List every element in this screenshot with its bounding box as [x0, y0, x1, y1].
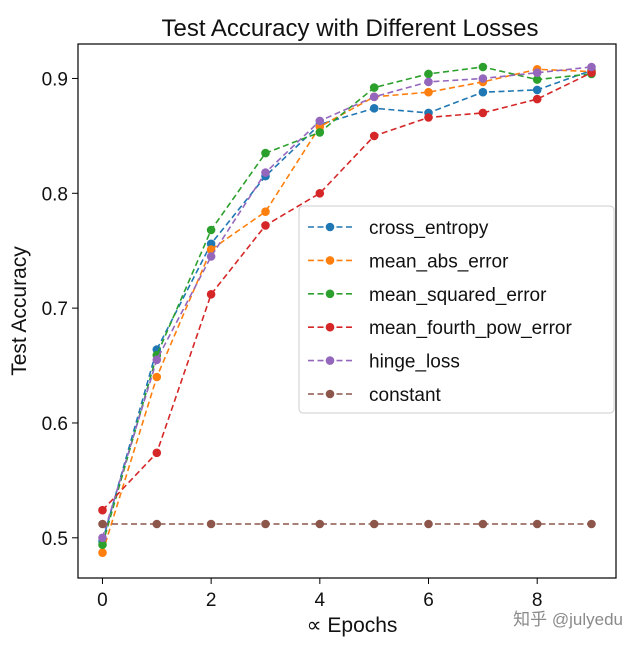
series-line-hinge_loss	[101, 66, 592, 539]
data-point-constant-2	[206, 519, 216, 529]
data-point-mean_fourth_pow_error-2	[206, 290, 216, 299]
data-point-mean_abs_error-6	[424, 87, 433, 97]
legend-label-mean_fourth_pow_error: mean_fourth_pow_error	[369, 318, 572, 339]
legend-label-constant: constant	[369, 385, 442, 406]
chart-title: Test Accuracy with Different Losses	[161, 15, 538, 42]
data-point-mean_abs_error-0	[98, 548, 107, 557]
legend: cross_entropy mean_abs_error mean_squared_…	[298, 205, 615, 414]
data-point-mean_squared_error-7	[478, 62, 488, 72]
data-point-mean_fourth_pow_error-8	[532, 94, 542, 104]
data-point-mean_fourth_pow_error-4	[315, 189, 325, 198]
data-point-mean_fourth_pow_error-1	[152, 448, 162, 458]
data-point-constant-0	[98, 519, 107, 529]
legend-label-cross_entropy: cross_entropy	[369, 218, 489, 239]
plot-frame	[77, 43, 617, 579]
x-tick-label: 0	[97, 590, 108, 611]
data-point-mean_squared_error-4	[315, 128, 325, 137]
data-point-hinge_loss-7	[478, 74, 488, 83]
legend-box	[298, 205, 615, 414]
data-point-mean_fourth_pow_error-3	[261, 221, 270, 230]
data-point-mean_abs_error-1	[152, 372, 162, 382]
data-point-constant-7	[478, 519, 488, 529]
data-point-mean_abs_error-3	[261, 207, 270, 216]
data-point-mean_fourth_pow_error-7	[478, 108, 488, 118]
data-point-constant-5	[369, 519, 379, 529]
data-point-mean_fourth_pow_error-0	[98, 505, 107, 515]
series-line-mean_fourth_pow_error	[101, 71, 592, 511]
series-line-cross_entropy	[101, 69, 592, 542]
data-point-cross_entropy-8	[532, 85, 542, 95]
series-line-mean_squared_error	[101, 66, 592, 545]
data-point-mean_squared_error-8	[532, 75, 542, 84]
data-point-mean_fourth_pow_error-5	[369, 131, 379, 141]
data-point-hinge_loss-5	[369, 92, 379, 102]
legend-label-mean_abs_error: mean_abs_error	[369, 251, 509, 272]
y-tick-label: 0.9	[42, 69, 68, 90]
x-axis-label: ∝ Epochs	[307, 614, 398, 637]
series-hinge_loss	[98, 62, 596, 543]
legend-label-hinge_loss: hinge_loss	[369, 352, 460, 373]
legend-marker-hinge_loss	[325, 356, 335, 365]
data-point-cross_entropy-5	[369, 104, 379, 113]
y-tick-label: 0.6	[42, 414, 68, 435]
data-point-mean_fourth_pow_error-6	[424, 113, 433, 122]
data-point-hinge_loss-1	[152, 355, 162, 365]
data-point-mean_squared_error-2	[206, 225, 216, 235]
data-point-cross_entropy-7	[478, 87, 488, 97]
data-point-mean_squared_error-0	[98, 540, 107, 549]
legend-marker-mean_abs_error	[325, 256, 335, 265]
legend-marker-constant	[325, 389, 335, 399]
y-tick-label: 0.5	[42, 529, 68, 550]
data-point-hinge_loss-8	[532, 68, 542, 77]
data-point-hinge_loss-2	[206, 252, 216, 261]
data-point-constant-4	[315, 519, 325, 529]
data-point-mean_squared_error-5	[369, 83, 379, 92]
data-point-constant-1	[152, 519, 162, 529]
x-tick-label: 2	[206, 590, 217, 611]
data-point-hinge_loss-9	[587, 62, 596, 72]
y-tick-label: 0.7	[42, 299, 68, 320]
data-point-mean_squared_error-3	[261, 148, 270, 158]
legend-marker-cross_entropy	[325, 222, 335, 232]
x-tick-label: 4	[315, 590, 326, 611]
legend-label-mean_squared_error: mean_squared_error	[369, 285, 547, 306]
y-tick-label: 0.8	[42, 184, 68, 205]
watermark: 知乎 @julyedu	[513, 610, 623, 629]
data-point-constant-3	[261, 519, 270, 529]
data-point-hinge_loss-6	[424, 77, 433, 87]
data-point-constant-9	[587, 519, 596, 529]
data-point-hinge_loss-0	[98, 533, 107, 543]
data-point-hinge_loss-4	[315, 116, 325, 126]
data-point-constant-8	[532, 519, 542, 529]
data-point-mean_squared_error-6	[424, 69, 433, 79]
data-point-constant-6	[424, 519, 433, 529]
series-mean_fourth_pow_error	[98, 68, 596, 515]
data-point-hinge_loss-3	[261, 168, 270, 177]
legend-marker-mean_fourth_pow_error	[325, 322, 335, 332]
legend-marker-mean_squared_error	[325, 289, 335, 299]
x-tick-label: 8	[532, 590, 543, 611]
series-constant	[98, 519, 596, 529]
x-tick-label: 6	[423, 590, 434, 611]
y-axis-label: Test Accuracy	[8, 246, 31, 376]
